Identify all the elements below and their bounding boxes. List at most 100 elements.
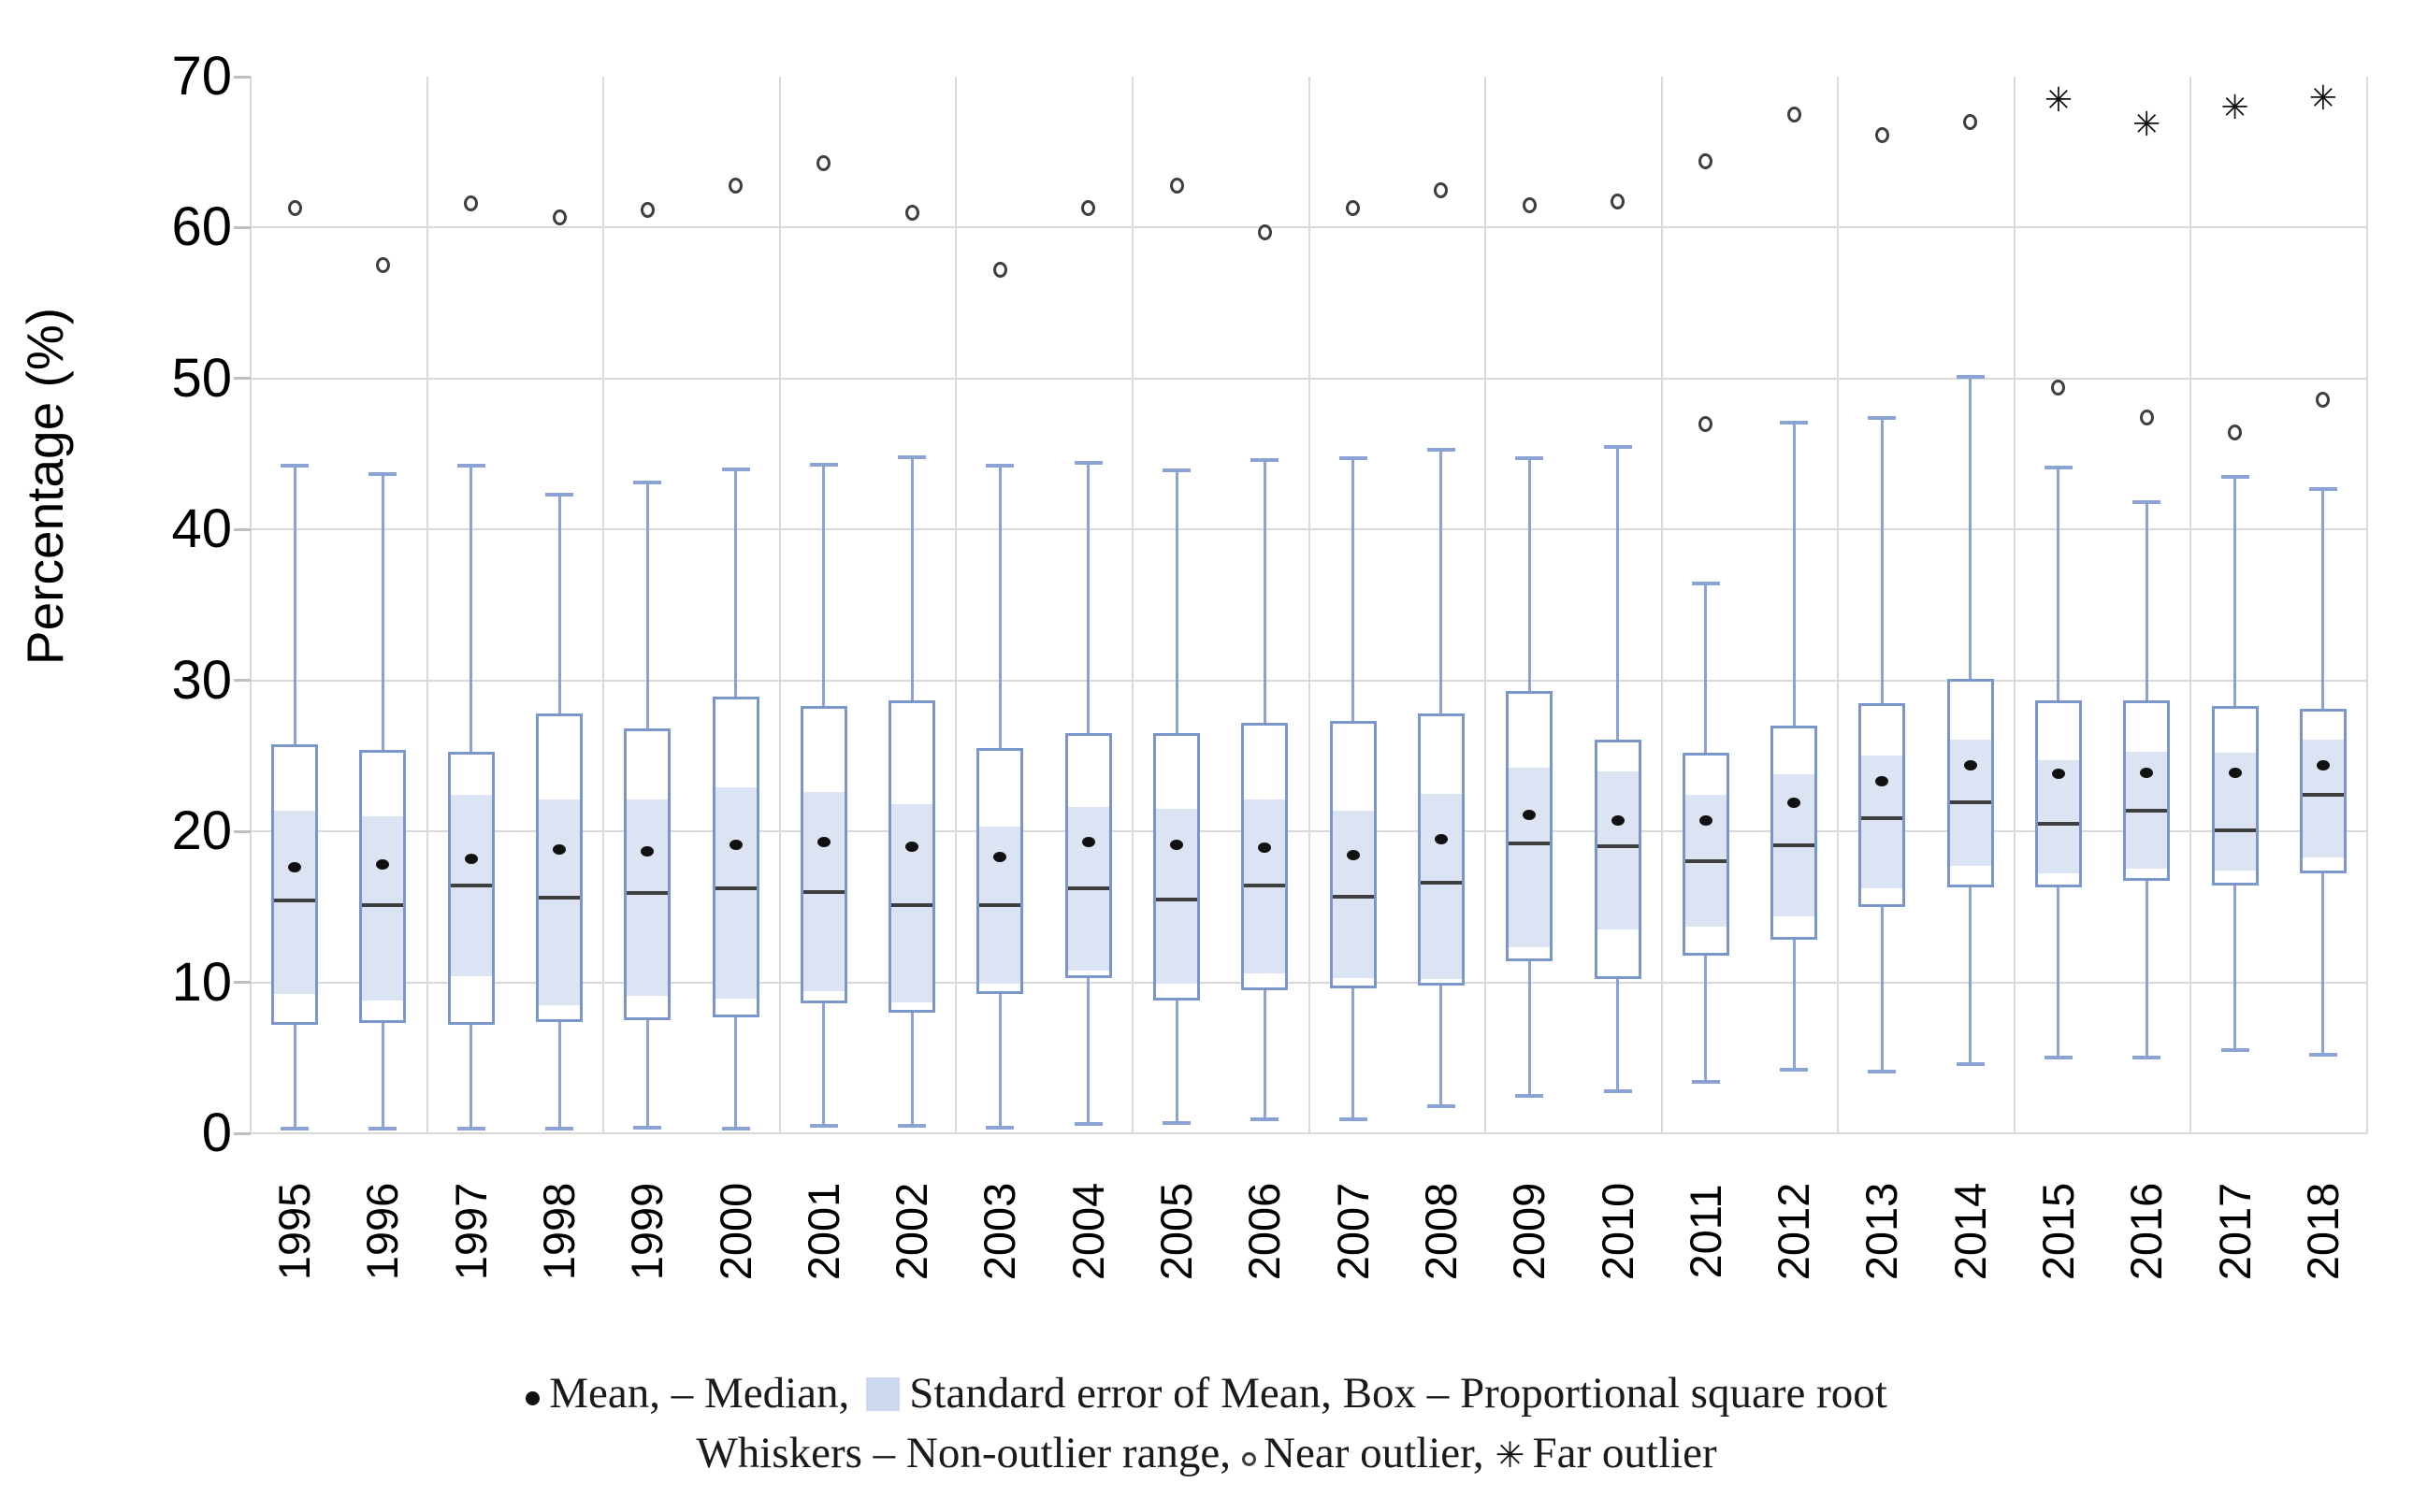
se-band-2010 — [1597, 770, 1639, 930]
mean-dot-2004 — [1081, 836, 1095, 847]
x-tick-label-2011: 2011 — [1680, 1184, 1730, 1279]
whisker-cap-top-2006 — [1250, 458, 1279, 463]
mean-dot-2017 — [2228, 767, 2242, 778]
whisker-cap-bottom-2011 — [1691, 1080, 1720, 1085]
whisker-cap-bottom-2017 — [2220, 1048, 2249, 1053]
whisker-cap-top-2009 — [1515, 456, 1544, 461]
v-gridline — [1131, 77, 1134, 1133]
near-outlier-2003 — [992, 262, 1007, 279]
whisker-cap-top-1999 — [633, 481, 662, 485]
whisker-cap-top-2011 — [1691, 582, 1720, 586]
median-line-2005 — [1156, 897, 1198, 901]
median-line-1996 — [362, 903, 404, 908]
se-band-2002 — [891, 804, 933, 1002]
median-line-2018 — [2302, 793, 2344, 798]
whisker-cap-top-2002 — [898, 454, 927, 459]
x-tick-label-1998: 1998 — [534, 1182, 585, 1281]
h-gridline — [251, 1132, 2367, 1134]
x-tick-label-2010: 2010 — [1592, 1182, 1642, 1281]
mean-dot-2012 — [1787, 797, 1801, 808]
whisker-cap-bottom-1998 — [545, 1127, 574, 1131]
x-tick-label-2001: 2001 — [798, 1182, 848, 1281]
x-tick-label-2014: 2014 — [1944, 1182, 1995, 1281]
whisker-cap-bottom-2001 — [809, 1123, 838, 1128]
whisker-cap-bottom-2014 — [1956, 1061, 1985, 1066]
y-tick-label: 10 — [171, 951, 232, 1013]
x-tick-label-2012: 2012 — [1769, 1182, 1819, 1281]
x-tick-label-1996: 1996 — [357, 1182, 408, 1281]
legend-line-2: Whiskers – Non-outlier range, Near outlie… — [0, 1423, 2413, 1485]
x-tick-label-1997: 1997 — [445, 1182, 496, 1281]
v-gridline — [1660, 77, 1663, 1133]
whisker-cap-top-1998 — [545, 493, 574, 497]
v-gridline — [602, 77, 605, 1133]
x-tick-label-2015: 2015 — [2032, 1182, 2083, 1281]
whisker-cap-bottom-2000 — [721, 1127, 750, 1131]
whisker-cap-top-1997 — [456, 464, 485, 468]
mean-dot-1997 — [464, 853, 478, 864]
median-line-2017 — [2214, 828, 2256, 832]
legend-line-1: Mean, – Median, Standard error of Mean, B… — [0, 1363, 2413, 1423]
y-tick-label: 40 — [171, 498, 232, 560]
whisker-cap-top-2004 — [1074, 461, 1103, 466]
whisker-cap-bottom-1997 — [456, 1127, 485, 1131]
whisker-cap-bottom-2008 — [1426, 1103, 1455, 1108]
y-tick-label: 60 — [171, 196, 232, 258]
far-outlier-2015: ✳ — [2044, 80, 2073, 120]
median-line-1997 — [450, 884, 492, 888]
median-line-2003 — [979, 903, 1021, 908]
mean-dot-2000 — [729, 840, 743, 851]
mean-dot-1999 — [641, 845, 655, 857]
median-line-2010 — [1597, 844, 1639, 849]
near-outlier-1995 — [287, 199, 302, 216]
median-line-2011 — [1684, 859, 1727, 864]
mean-dot-1996 — [376, 859, 390, 871]
x-tick-label-2003: 2003 — [975, 1182, 1025, 1281]
mean-dot-2011 — [1698, 815, 1712, 827]
x-tick-label-2007: 2007 — [1327, 1182, 1378, 1281]
se-band-1998 — [539, 799, 581, 1005]
v-gridline — [2189, 77, 2192, 1133]
median-line-2000 — [715, 886, 757, 891]
y-tick-label: 0 — [201, 1102, 232, 1163]
plot-area: ✳ ✳ ✳ ✳ — [250, 77, 2368, 1134]
mean-dot-2010 — [1611, 815, 1625, 827]
near-outlier-1998 — [552, 209, 567, 225]
x-tick-label-2018: 2018 — [2297, 1182, 2348, 1281]
near-outlier-2004 — [1081, 199, 1096, 216]
legend-line1-text1: Mean, – Median, — [549, 1369, 850, 1418]
near-outlier-2005 — [1169, 177, 1184, 194]
near-outlier-2013 — [1874, 127, 1889, 144]
whisker-cap-top-2015 — [2044, 466, 2073, 470]
legend-line1-text2: Standard error of Mean, Box – Proportion… — [909, 1369, 1887, 1418]
se-band-2015 — [2037, 760, 2079, 874]
x-tick-label-2008: 2008 — [1415, 1182, 1466, 1281]
median-line-2015 — [2037, 822, 2079, 827]
near-outlier-2015 — [2051, 380, 2066, 396]
y-tick-label: 70 — [171, 46, 232, 107]
mean-dot-2003 — [993, 852, 1007, 863]
whisker-cap-bottom-2003 — [986, 1125, 1015, 1130]
se-band-2018 — [2302, 739, 2344, 857]
mean-dot-2002 — [905, 841, 919, 852]
near-outlier-1996 — [375, 257, 390, 274]
v-gridline — [1308, 77, 1310, 1133]
whisker-cap-top-2010 — [1603, 444, 1632, 449]
whisker-cap-bottom-2007 — [1338, 1117, 1367, 1122]
se-band-2008 — [1420, 793, 1462, 980]
whisker-cap-bottom-2012 — [1780, 1068, 1809, 1073]
near-outlier-2000 — [729, 177, 744, 194]
median-line-1995 — [274, 899, 316, 903]
median-line-2006 — [1244, 884, 1286, 888]
near-outlier-2007 — [1346, 199, 1361, 216]
mean-dot-2013 — [1875, 776, 1889, 787]
median-line-2008 — [1420, 881, 1462, 886]
x-tick-label-2004: 2004 — [1062, 1182, 1113, 1281]
v-gridline — [1837, 77, 1840, 1133]
v-gridline — [2013, 77, 2016, 1133]
whisker-cap-bottom-2016 — [2132, 1056, 2161, 1060]
far-outlier-2017: ✳ — [2220, 88, 2249, 127]
whisker-cap-top-2014 — [1956, 375, 1985, 380]
y-tick-mark — [234, 377, 251, 381]
